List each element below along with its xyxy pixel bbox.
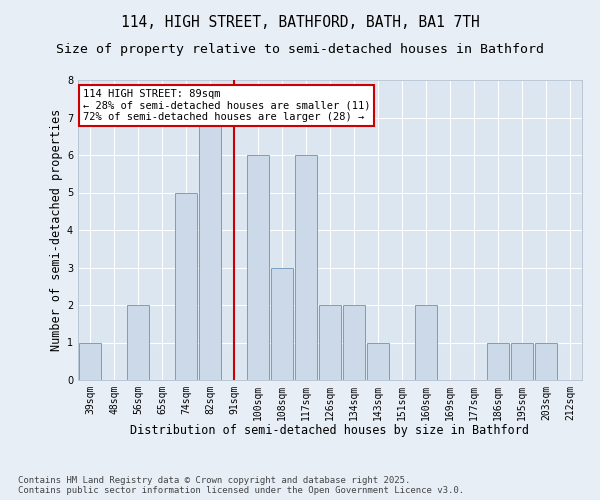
Bar [343, 305, 365, 380]
Bar [415, 305, 437, 380]
Bar [367, 342, 389, 380]
Bar [199, 118, 221, 380]
Text: Size of property relative to semi-detached houses in Bathford: Size of property relative to semi-detach… [56, 42, 544, 56]
X-axis label: Distribution of semi-detached houses by size in Bathford: Distribution of semi-detached houses by … [131, 424, 530, 438]
Bar [487, 342, 509, 380]
Text: 114 HIGH STREET: 89sqm
← 28% of semi-detached houses are smaller (11)
72% of sem: 114 HIGH STREET: 89sqm ← 28% of semi-det… [83, 89, 371, 122]
Bar [175, 192, 197, 380]
Bar [295, 155, 317, 380]
Bar [535, 342, 557, 380]
Bar [319, 305, 341, 380]
Bar [79, 342, 101, 380]
Bar [127, 305, 149, 380]
Y-axis label: Number of semi-detached properties: Number of semi-detached properties [50, 109, 63, 351]
Bar [511, 342, 533, 380]
Text: 114, HIGH STREET, BATHFORD, BATH, BA1 7TH: 114, HIGH STREET, BATHFORD, BATH, BA1 7T… [121, 15, 479, 30]
Bar [271, 268, 293, 380]
Bar [247, 155, 269, 380]
Text: Contains HM Land Registry data © Crown copyright and database right 2025.
Contai: Contains HM Land Registry data © Crown c… [18, 476, 464, 495]
